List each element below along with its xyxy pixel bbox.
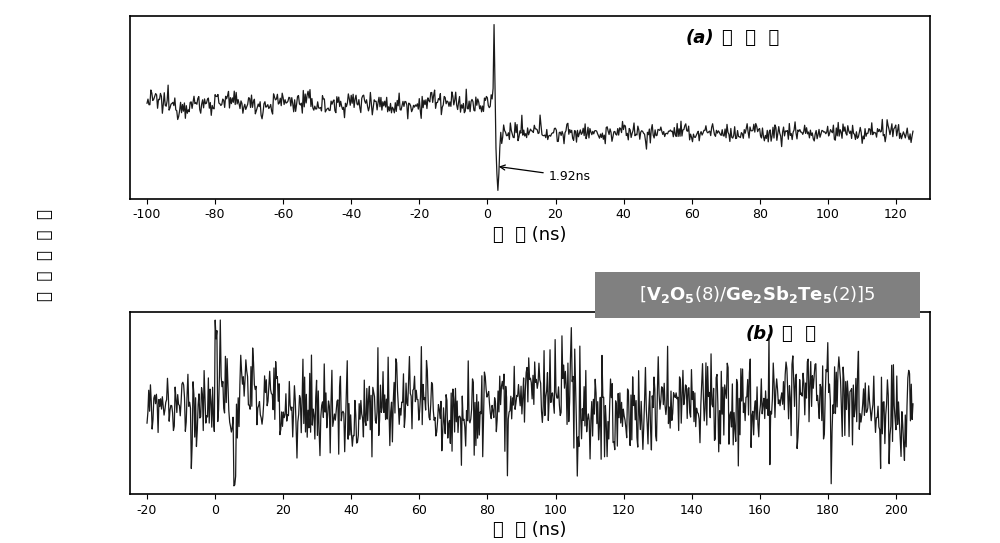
- X-axis label: 时  间 (ns): 时 间 (ns): [493, 521, 567, 539]
- Text: 非  晶  化: 非 晶 化: [722, 29, 779, 47]
- Text: (a): (a): [686, 29, 715, 47]
- Text: 反  射  率  改  变: 反 射 率 改 变: [36, 209, 54, 301]
- Text: 1.92ns: 1.92ns: [500, 165, 591, 183]
- Text: $[\mathregular{V_2O_5}(8)/\mathregular{Ge_2Sb_2Te_5}(2)]5$: $[\mathregular{V_2O_5}(8)/\mathregular{G…: [639, 284, 876, 305]
- Text: 晶  化: 晶 化: [782, 325, 816, 343]
- Text: (b): (b): [746, 325, 775, 343]
- Text: 5.21ns: 5.21ns: [0, 542, 1, 543]
- X-axis label: 时  间 (ns): 时 间 (ns): [493, 225, 567, 244]
